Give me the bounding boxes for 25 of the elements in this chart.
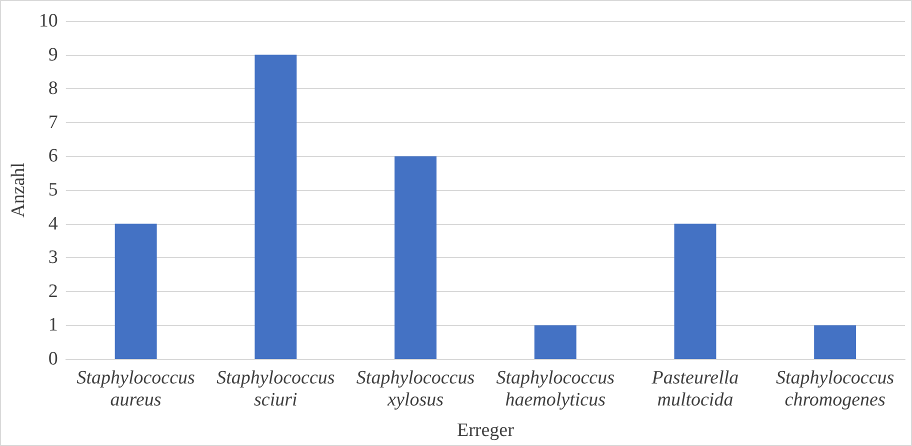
x-tick-label: Pasteurella multocida xyxy=(650,368,739,410)
y-tick-label: 4 xyxy=(48,213,58,234)
y-tick-label: 1 xyxy=(48,314,58,336)
bar xyxy=(814,325,856,359)
y-tick-label: 6 xyxy=(48,146,58,167)
bar xyxy=(254,54,297,359)
y-tick-label: 3 xyxy=(48,247,58,268)
x-axis-title: Erreger xyxy=(456,420,515,441)
bar xyxy=(534,325,576,359)
y-axis-title: Anzahl xyxy=(8,162,29,218)
y-tick-label: 5 xyxy=(48,180,58,200)
bar xyxy=(674,224,716,359)
bar xyxy=(114,224,157,359)
x-tick-label: Staphylococcus haemolyticus xyxy=(496,368,614,410)
x-tick-label: Staphylococcus sciuri xyxy=(216,368,335,410)
x-tick-label: Staphylococcus xylosus xyxy=(356,368,475,410)
x-tick-label: Staphylococcus aureus xyxy=(76,368,195,410)
y-tick-label: 2 xyxy=(48,280,58,302)
y-tick-label: 8 xyxy=(48,78,58,100)
y-tick-label: 9 xyxy=(48,44,58,66)
y-tick-label: 7 xyxy=(48,112,58,133)
bar xyxy=(394,156,437,359)
y-tick-label: 10 xyxy=(38,10,58,32)
x-tick-label: Staphylococcus chromogenes xyxy=(776,368,894,410)
y-tick-label: 0 xyxy=(48,348,58,370)
